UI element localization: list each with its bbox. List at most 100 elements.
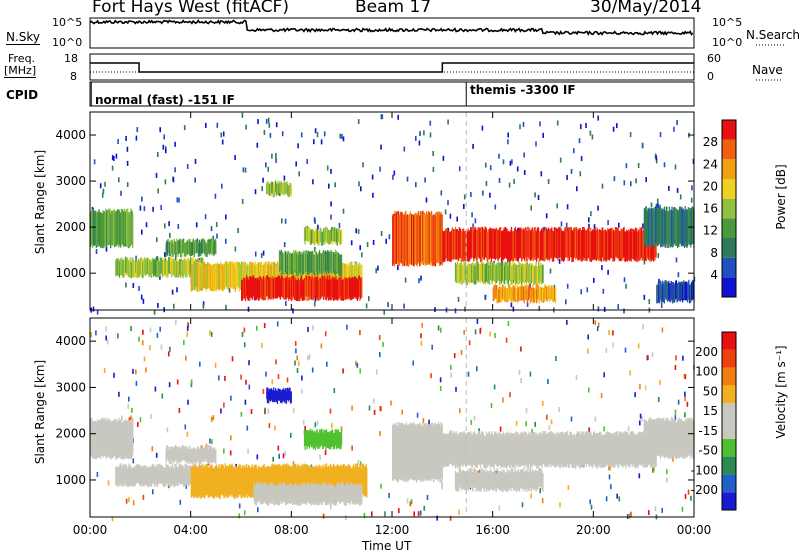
power-band-5: [280, 249, 282, 271]
velocity-noise-cell: [183, 340, 185, 345]
power-band-10: [534, 265, 537, 284]
velocity-noise-cell: [416, 412, 419, 418]
velocity-band-4: [342, 483, 345, 503]
power-band-5: [306, 250, 308, 271]
power-band-4: [300, 277, 302, 299]
power-band-3: [202, 261, 204, 287]
power-noise-cell: [210, 226, 213, 232]
power-colorbar-tick: 28: [703, 135, 718, 149]
power-band-1: [131, 261, 133, 278]
velocity-noise-cell: [127, 403, 129, 409]
power-noise-cell: [415, 182, 417, 188]
velocity-band-8: [591, 435, 593, 468]
power-band-1: [123, 261, 125, 278]
power-noise-cell: [111, 155, 114, 161]
power-band-4: [291, 275, 293, 297]
power-noise-cell: [586, 287, 589, 293]
power-band-12: [675, 207, 677, 245]
power-band-2: [170, 243, 172, 257]
power-band-2: [200, 239, 202, 254]
velocity-band-6: [276, 390, 278, 403]
power-band-1: [146, 258, 148, 275]
power-band-9: [565, 227, 567, 258]
velocity-noise-cell: [460, 350, 463, 355]
power-noise-cell: [392, 174, 394, 180]
velocity-band-3: [336, 464, 338, 495]
velocity-noise-cell: [661, 327, 664, 333]
power-noise-cell: [275, 157, 277, 163]
velocity-noise-cell: [641, 416, 643, 421]
power-noise-cell: [673, 126, 675, 132]
power-band-12: [653, 207, 655, 244]
power-noise-cell: [630, 181, 632, 187]
power-band-10: [502, 264, 504, 284]
power-band-11: [528, 284, 530, 299]
power-band-9: [610, 228, 613, 259]
velocity-noise-cell: [608, 474, 611, 480]
velocity-band-9: [526, 471, 528, 490]
power-band-9: [483, 229, 485, 260]
power-noise-cell: [578, 138, 581, 144]
velocity-band-8: [643, 435, 645, 468]
power-noise-cell: [635, 178, 637, 184]
power-band-13: [688, 279, 690, 299]
velocity-band-3: [306, 464, 308, 495]
power-band-8: [403, 213, 405, 265]
power-band-9: [522, 228, 524, 259]
velocity-band-3: [317, 468, 319, 499]
power-band-10: [481, 262, 483, 281]
power-noise-cell: [357, 119, 360, 125]
power-noise-cell: [283, 175, 286, 181]
power-noise-cell: [126, 146, 129, 152]
velocity-band-8: [623, 431, 625, 464]
velocity-noise-cell: [684, 396, 686, 402]
velocity-noise-cell: [423, 505, 426, 511]
power-band-4: [297, 278, 299, 299]
power-noise-cell: [120, 190, 122, 196]
velocity-band-4: [332, 485, 334, 504]
velocity-colorbar-segment: [722, 456, 736, 475]
velocity-noise-cell: [132, 500, 135, 506]
power-noise-cell: [539, 121, 541, 127]
velocity-band-9: [500, 471, 503, 491]
power-band-1: [149, 259, 151, 276]
velocity-noise-cell: [214, 362, 217, 368]
velocity-noise-cell: [378, 335, 381, 341]
power-band-13: [675, 280, 677, 299]
power-band-10: [466, 266, 468, 285]
power-band-6: [317, 230, 319, 244]
power-band-7: [274, 181, 276, 193]
velocity-noise-cell: [653, 466, 655, 472]
power-noise-cell: [328, 183, 330, 189]
power-band-10: [470, 263, 472, 282]
power-band-11: [555, 289, 557, 304]
velocity-noise-cell: [608, 329, 610, 335]
velocity-noise-cell: [439, 386, 442, 391]
power-noise-cell: [172, 177, 175, 183]
power-band-0: [103, 211, 106, 246]
velocity-band-8: [629, 431, 632, 465]
power-band-9: [500, 232, 503, 263]
power-band-3: [327, 262, 330, 288]
power-band-3: [297, 265, 299, 291]
power-noise-cell: [313, 301, 316, 307]
power-band-6: [312, 230, 314, 244]
power-noise-cell: [164, 223, 166, 229]
power-band-0: [129, 211, 131, 247]
velocity-band-6: [269, 389, 272, 402]
power-band-8: [422, 214, 425, 266]
power-noise-cell: [535, 141, 537, 147]
power-noise-cell: [612, 126, 615, 132]
velocity-band-8: [625, 436, 627, 469]
power-band-0: [110, 213, 112, 249]
nsky-panel: [89, 17, 695, 49]
power-noise-cell: [241, 112, 244, 118]
velocity-band-3: [232, 467, 235, 498]
power-band-1: [159, 257, 162, 274]
power-noise-cell: [358, 181, 360, 187]
velocity-band-9: [455, 472, 457, 491]
velocity-noise-cell: [282, 453, 285, 459]
power-band-4: [351, 276, 353, 298]
velocity-noise-cell: [261, 342, 263, 348]
power-band-10: [468, 263, 470, 282]
